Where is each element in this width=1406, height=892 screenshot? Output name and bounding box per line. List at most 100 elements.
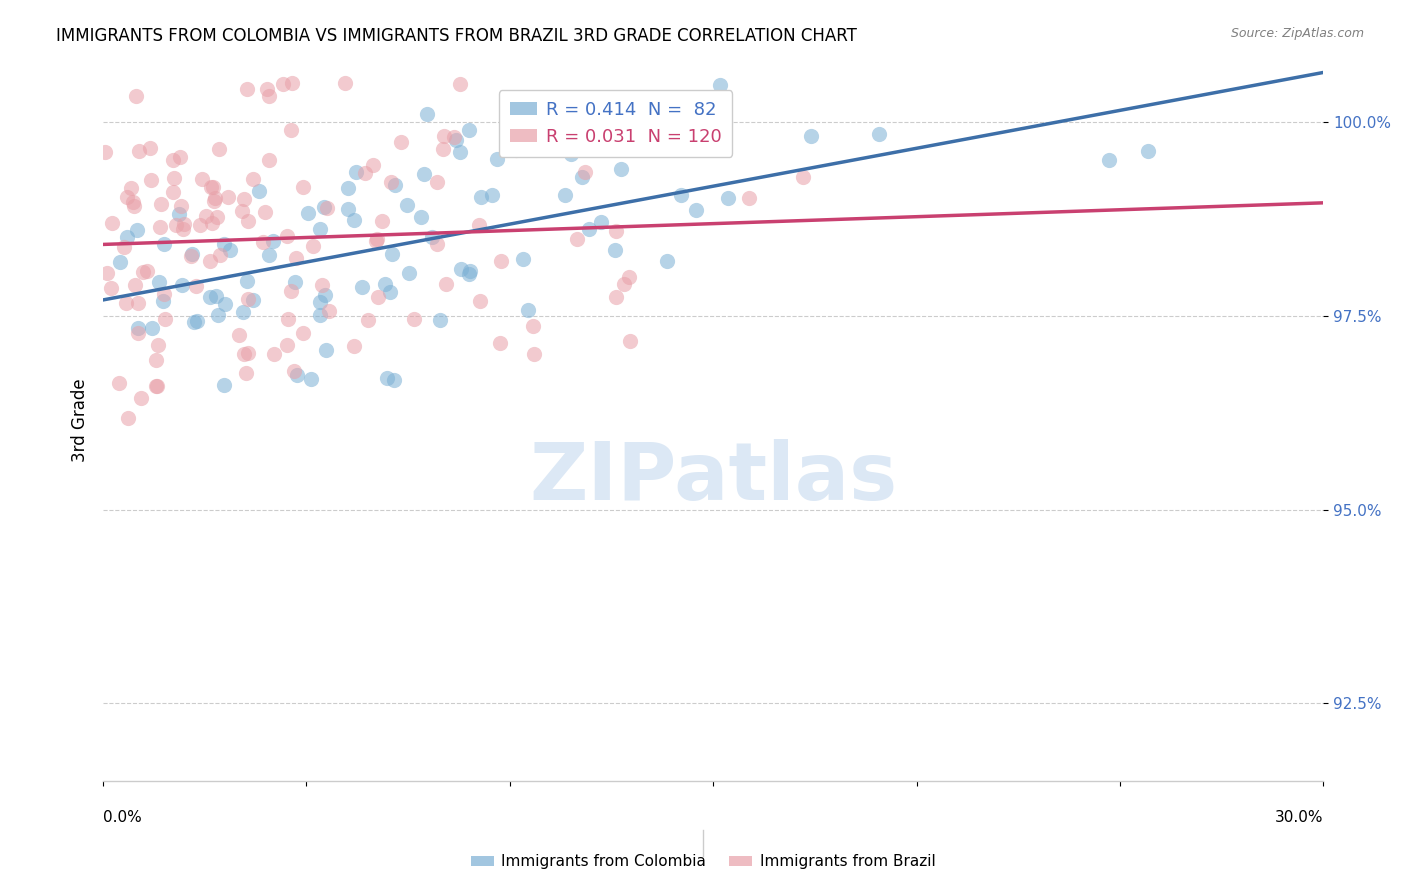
Point: [315, 201, 337, 215]
Point: [228, 328, 250, 343]
Point: [308, 294, 330, 309]
Point: [128, 144, 150, 158]
Point: [219, 243, 242, 257]
Point: [517, 303, 540, 318]
Point: [117, 411, 139, 425]
Point: [183, 315, 205, 329]
Text: Source: ZipAtlas.com: Source: ZipAtlas.com: [1230, 27, 1364, 40]
Point: [122, 194, 145, 209]
Point: [350, 280, 373, 294]
Point: [204, 289, 226, 303]
Point: [375, 371, 398, 385]
Point: [371, 213, 394, 227]
Point: [619, 334, 641, 349]
Point: [252, 235, 274, 249]
Point: [100, 216, 122, 230]
Point: [560, 147, 582, 161]
Point: [152, 294, 174, 309]
Point: [415, 106, 437, 120]
Point: [276, 228, 298, 243]
Point: [426, 176, 449, 190]
Point: [398, 266, 420, 280]
Point: [242, 293, 264, 307]
Point: [589, 215, 612, 229]
Point: [314, 288, 336, 302]
Point: [450, 261, 472, 276]
Point: [434, 277, 457, 292]
Point: [380, 285, 402, 299]
Point: [565, 232, 588, 246]
Point: [146, 378, 169, 392]
Point: [315, 343, 337, 358]
Point: [167, 207, 190, 221]
Point: [108, 255, 131, 269]
Point: [396, 197, 419, 211]
Point: [280, 122, 302, 136]
Point: [232, 305, 254, 319]
Point: [505, 144, 527, 158]
Y-axis label: 3rd Grade: 3rd Grade: [72, 378, 89, 462]
Point: [236, 82, 259, 96]
Point: [263, 346, 285, 360]
Legend: Immigrants from Colombia, Immigrants from Brazil: Immigrants from Colombia, Immigrants fro…: [464, 848, 942, 875]
Point: [420, 230, 443, 244]
Point: [443, 130, 465, 145]
Point: [188, 218, 211, 232]
Point: [214, 297, 236, 311]
Point: [432, 142, 454, 156]
Point: [170, 199, 193, 213]
Point: [94, 145, 117, 159]
Point: [302, 239, 325, 253]
Point: [208, 248, 231, 262]
Point: [280, 285, 302, 299]
Point: [617, 269, 640, 284]
Point: [291, 326, 314, 340]
Point: [277, 312, 299, 326]
Point: [169, 150, 191, 164]
Point: [141, 321, 163, 335]
Point: [409, 211, 432, 225]
Point: [138, 141, 160, 155]
Point: [579, 138, 602, 153]
Point: [127, 321, 149, 335]
Point: [186, 314, 208, 328]
Point: [799, 128, 821, 143]
Point: [292, 180, 315, 194]
Point: [449, 77, 471, 91]
Point: [389, 135, 412, 149]
Point: [301, 372, 323, 386]
Point: [571, 170, 593, 185]
Point: [172, 222, 194, 236]
Point: [470, 190, 492, 204]
Point: [96, 266, 118, 280]
Point: [283, 364, 305, 378]
Text: 0.0%: 0.0%: [103, 810, 142, 825]
Point: [163, 171, 186, 186]
Point: [603, 243, 626, 257]
Point: [262, 234, 284, 248]
Point: [717, 191, 740, 205]
Point: [574, 165, 596, 179]
Point: [124, 278, 146, 293]
Point: [489, 336, 512, 351]
Point: [217, 190, 239, 204]
Point: [191, 172, 214, 186]
Point: [162, 186, 184, 200]
Point: [195, 210, 218, 224]
Point: [412, 168, 434, 182]
Point: [486, 153, 509, 167]
Point: [207, 308, 229, 322]
Point: [336, 181, 359, 195]
Point: [354, 166, 377, 180]
Legend: R = 0.414  N =  82, R = 0.031  N = 120: R = 0.414 N = 82, R = 0.031 N = 120: [499, 90, 733, 157]
Point: [318, 303, 340, 318]
Point: [242, 172, 264, 186]
Point: [201, 216, 224, 230]
Point: [613, 277, 636, 292]
Point: [172, 278, 194, 293]
Point: [610, 161, 633, 176]
Point: [276, 338, 298, 352]
Point: [374, 277, 396, 291]
Point: [131, 391, 153, 405]
Point: [145, 353, 167, 368]
